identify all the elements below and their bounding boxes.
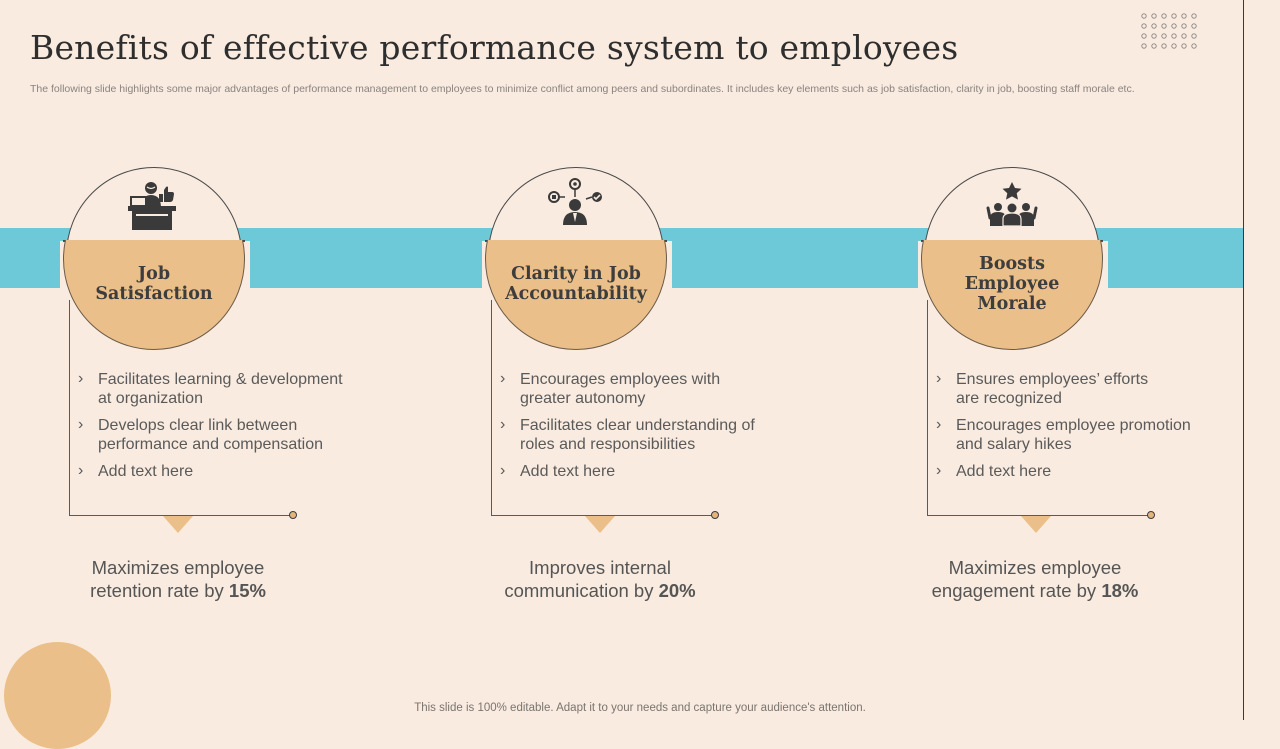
stat-value: 15%: [228, 580, 266, 601]
pointer-triangle: [1021, 516, 1051, 533]
employee-desk-thumbs-up-icon: [128, 182, 176, 230]
heading-line: Clarity in Job: [511, 264, 641, 284]
page-subtitle: The following slide highlights some majo…: [30, 83, 1135, 95]
item-line: Develops clear link between: [98, 417, 298, 434]
item-line: and salary hikes: [956, 436, 1072, 453]
chevron-right-icon: ›: [500, 370, 506, 387]
benefit-list: › Ensures employees’ efforts are recognize…: [936, 370, 1226, 489]
item-line: performance and compensation: [98, 436, 324, 453]
content-box: [491, 300, 717, 516]
stat-value: 20%: [658, 580, 696, 601]
heading-line: Satisfaction: [95, 284, 213, 304]
content-box: [69, 300, 295, 516]
stat-text: Improves internal communication by 20%: [470, 556, 730, 602]
chevron-right-icon: ›: [936, 370, 942, 387]
item-line: Encourages employee promotion: [956, 417, 1191, 434]
item-line: Add text here: [98, 463, 194, 480]
line-endpoint-dot: [289, 511, 297, 519]
chevron-right-icon: ›: [936, 462, 942, 479]
team-star-icon: [986, 182, 1038, 227]
item-line: roles and responsibilities: [520, 436, 696, 453]
stat-line: Maximizes employee: [91, 557, 265, 578]
chevron-right-icon: ›: [78, 416, 84, 433]
list-item: › Facilitates learning & development at or…: [78, 370, 358, 408]
item-line: Facilitates learning & development: [98, 371, 343, 388]
line-endpoint-dot: [711, 511, 719, 519]
list-item: › Add text here: [78, 462, 358, 481]
right-border-line: [1243, 0, 1244, 720]
decorative-circle: [4, 642, 111, 749]
stat-value: 18%: [1101, 580, 1139, 601]
list-item: › Encourages employees with greater autono…: [500, 370, 790, 408]
chevron-right-icon: ›: [936, 416, 942, 433]
page-title: Benefits of effective performance system…: [30, 28, 959, 67]
list-item: › Facilitates clear understanding of roles…: [500, 416, 790, 454]
pointer-triangle: [163, 516, 193, 533]
item-line: are recognized: [956, 390, 1062, 407]
stat-text: Maximizes employee retention rate by 15%: [58, 556, 298, 602]
benefit-list: › Encourages employees with greater autono…: [500, 370, 790, 489]
dot-grid-decoration: [1141, 13, 1197, 49]
card-heading: Job Satisfaction: [63, 264, 245, 304]
item-line: at organization: [98, 390, 203, 407]
stat-line: Improves internal: [529, 557, 671, 578]
stat-line: communication by: [504, 580, 659, 601]
item-line: Ensures employees’ efforts: [956, 371, 1149, 388]
item-line: Add text here: [956, 463, 1052, 480]
heading-line: Accountability: [505, 284, 647, 304]
card-heading: Clarity in Job Accountability: [485, 264, 667, 304]
stat-line: Maximizes employee: [948, 557, 1122, 578]
heading-line: Employee: [964, 274, 1060, 294]
list-item: › Encourages employee promotion and salary…: [936, 416, 1226, 454]
chevron-right-icon: ›: [78, 462, 84, 479]
heading-line: Morale: [977, 294, 1047, 314]
heading-line: Boosts: [979, 254, 1045, 274]
businessman-network-icon: [548, 178, 602, 225]
item-line: Encourages employees with: [520, 371, 721, 388]
item-line: Facilitates clear understanding of: [520, 417, 755, 434]
list-item: › Add text here: [500, 462, 790, 481]
list-item: › Ensures employees’ efforts are recognize…: [936, 370, 1226, 408]
line-endpoint-dot: [1147, 511, 1155, 519]
heading-line: Job: [137, 264, 171, 284]
chevron-right-icon: ›: [78, 370, 84, 387]
footer-note: This slide is 100% editable. Adapt it to…: [414, 702, 866, 714]
item-line: greater autonomy: [520, 390, 646, 407]
benefit-list: › Facilitates learning & development at or…: [78, 370, 358, 489]
item-line: Add text here: [520, 463, 616, 480]
stat-text: Maximizes employee engagement rate by 18…: [905, 556, 1165, 602]
chevron-right-icon: ›: [500, 462, 506, 479]
stat-line: retention rate by: [90, 580, 229, 601]
list-item: › Add text here: [936, 462, 1226, 481]
list-item: › Develops clear link between performance …: [78, 416, 358, 454]
card-heading: Boosts Employee Morale: [921, 254, 1103, 314]
chevron-right-icon: ›: [500, 416, 506, 433]
pointer-triangle: [585, 516, 615, 533]
content-box: [927, 300, 1153, 516]
stat-line: engagement rate by: [931, 580, 1102, 601]
